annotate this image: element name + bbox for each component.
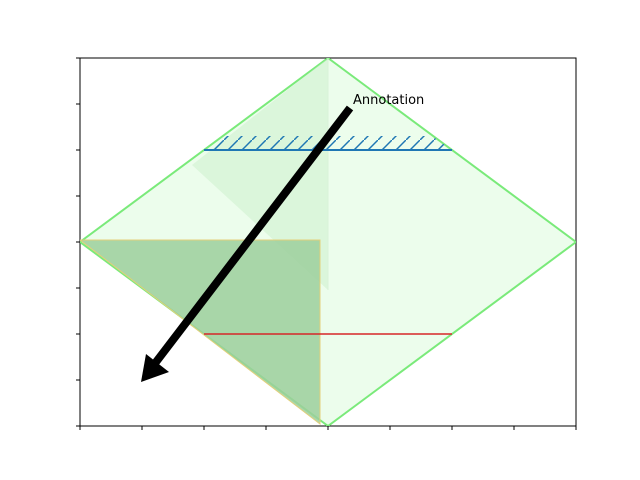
y-axis-ticks — [76, 57, 80, 427]
overlay-triangle — [192, 58, 328, 290]
shaded-triangle — [80, 239, 321, 426]
annotation-arrow — [141, 105, 354, 382]
annotation-label: Annotation — [353, 93, 424, 108]
x-axis-ticks — [79, 426, 577, 430]
